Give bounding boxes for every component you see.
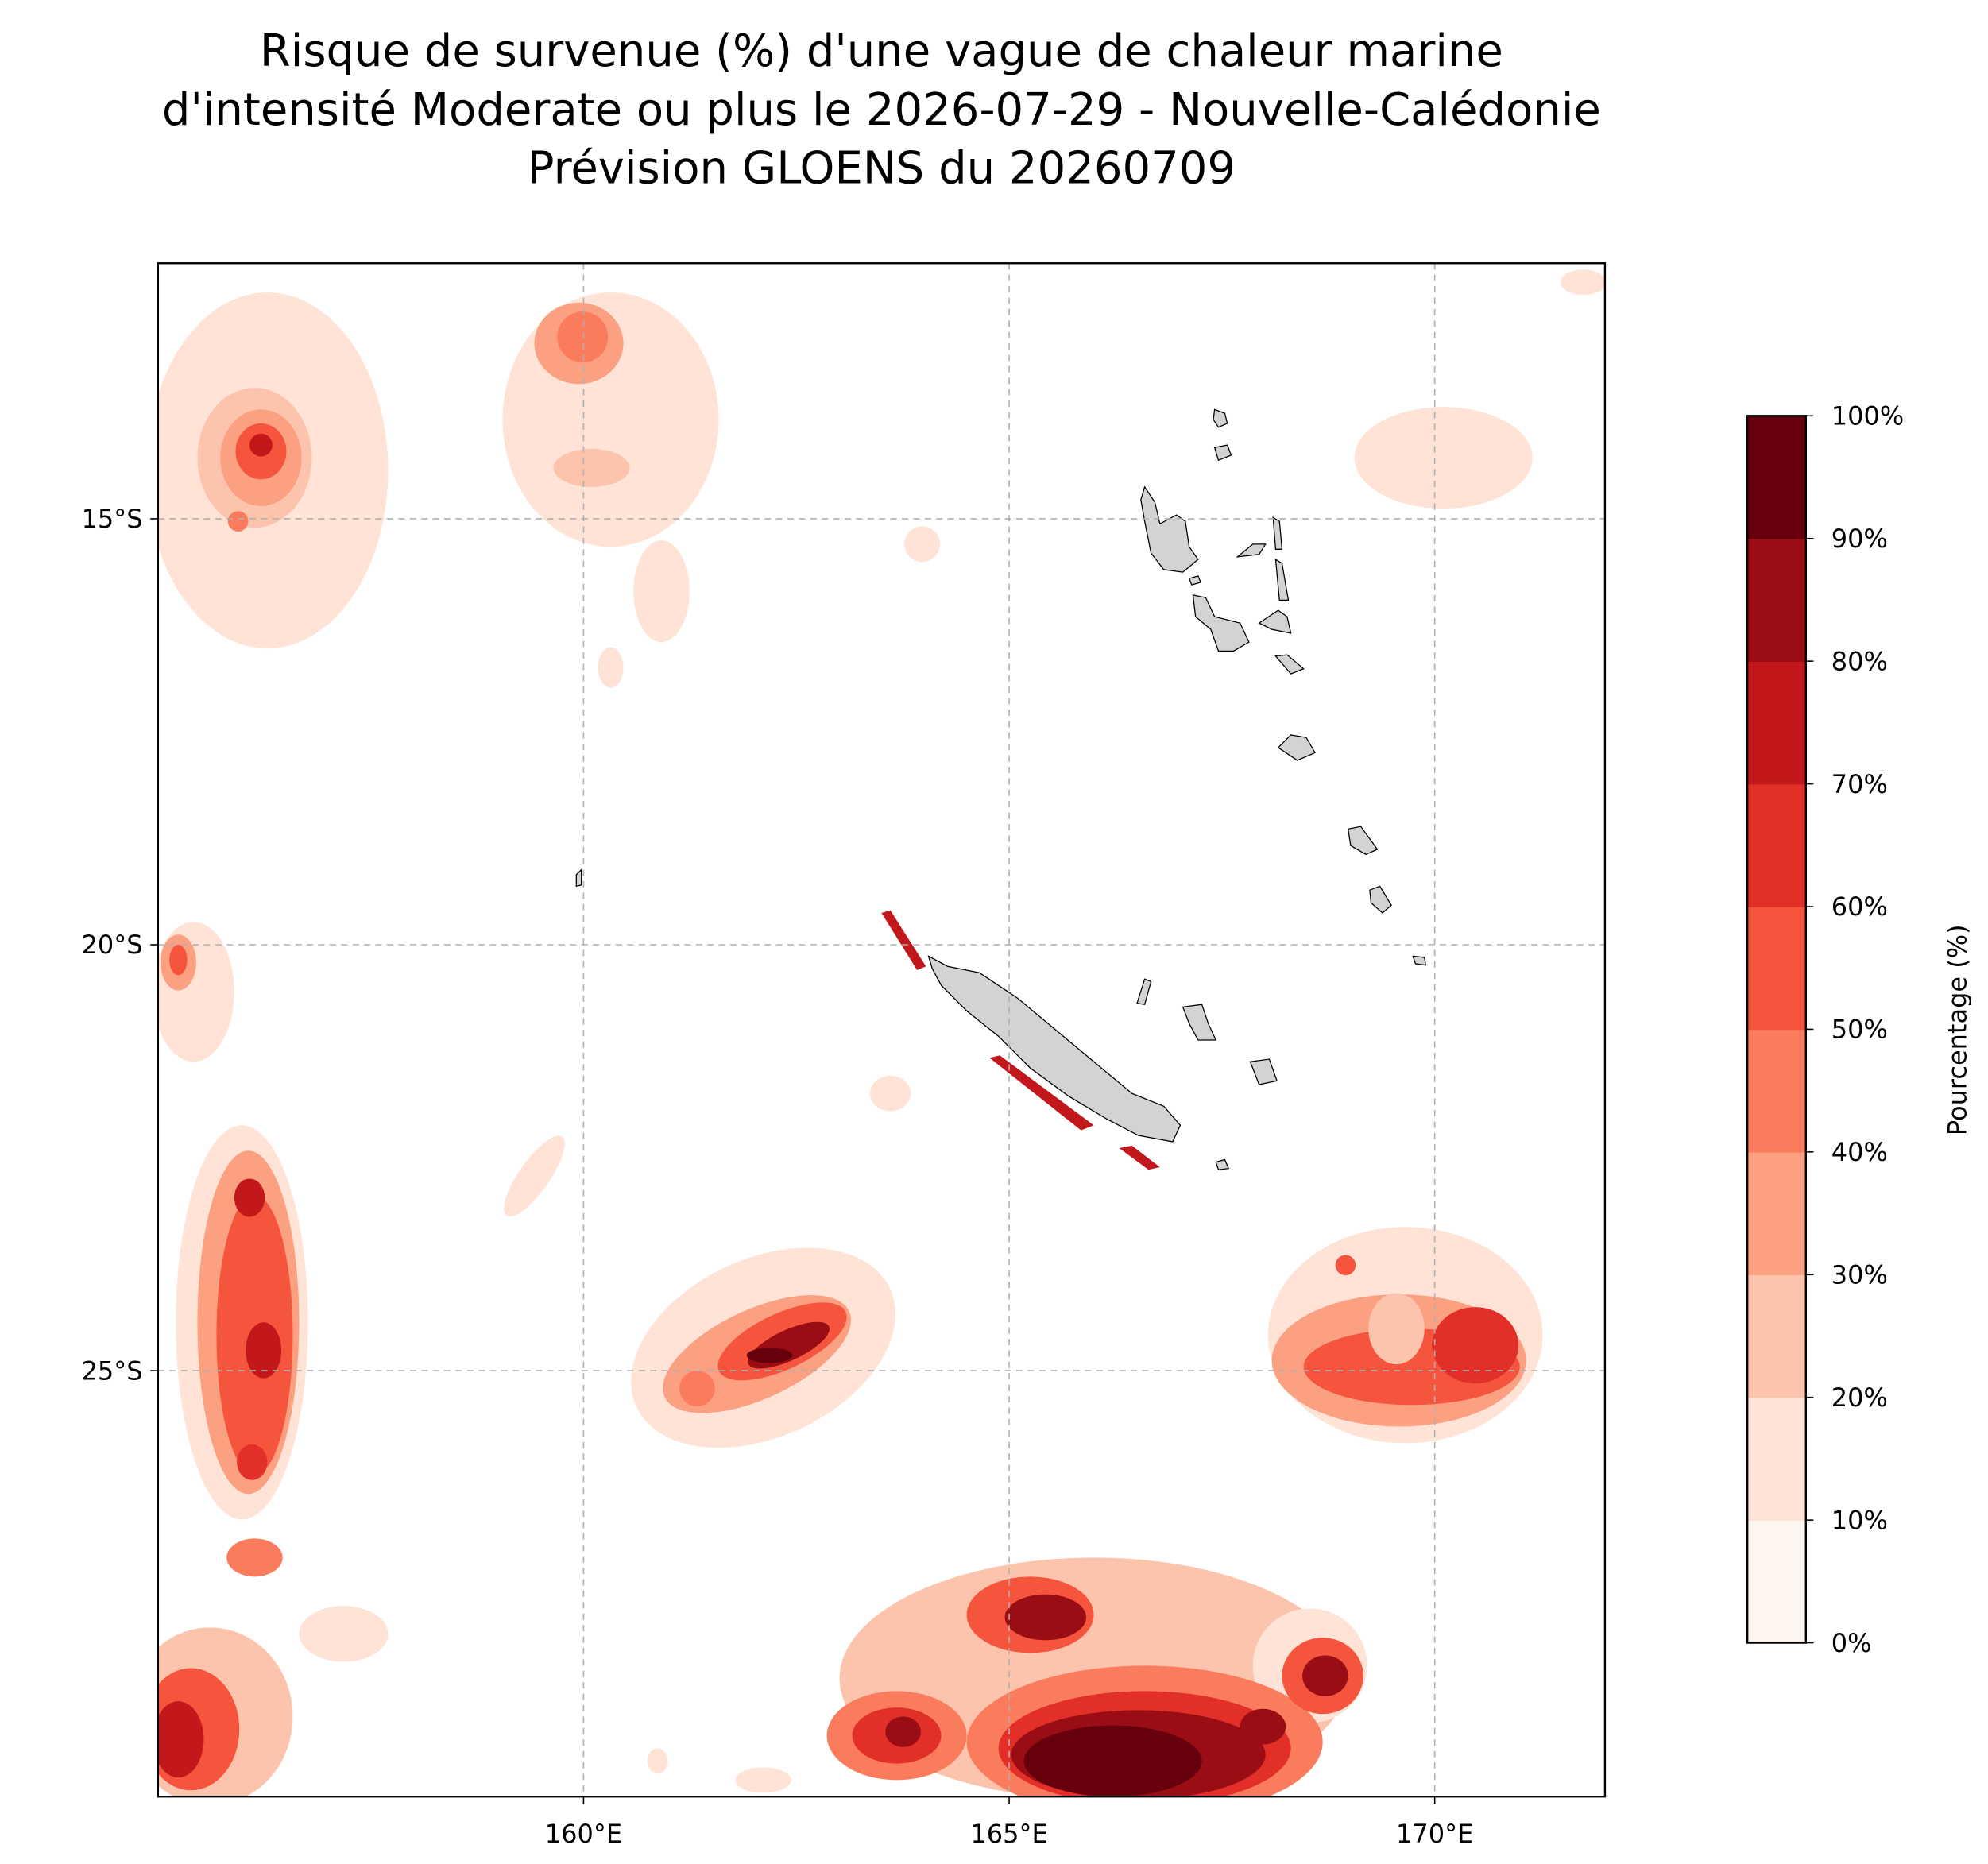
colorbar-swatch [1747, 1029, 1806, 1153]
risk-contour [504, 1135, 565, 1217]
x-tick-label: 165°E [970, 1819, 1047, 1849]
risk-contour [157, 1701, 204, 1778]
risk-contour [299, 1606, 389, 1662]
colorbar-label: Pourcentage (%) [1942, 924, 1972, 1135]
risk-contour [553, 448, 630, 487]
colorbar-swatch [1747, 783, 1806, 907]
colorbar-swatch [1747, 1274, 1806, 1398]
colorbar-swatch [1747, 661, 1806, 785]
colorbar-tick-label: 60% [1831, 891, 1888, 922]
risk-contour [1335, 1255, 1356, 1276]
risk-contour [904, 526, 940, 563]
colorbar-tick-label: 50% [1831, 1015, 1888, 1045]
colorbar-tick-label: 80% [1831, 646, 1888, 676]
risk-contour [237, 1444, 268, 1480]
colorbar-swatch [1747, 1151, 1806, 1276]
risk-contour [735, 1767, 791, 1793]
colorbar-tick-label: 70% [1831, 769, 1888, 799]
y-tick-label: 15°S [82, 504, 143, 534]
risk-contour [1560, 269, 1605, 296]
x-tick-label: 170°E [1396, 1819, 1473, 1849]
risk-contour [234, 1178, 265, 1217]
title-line: d'intensité Moderate ou plus le 2026-07-… [162, 84, 1601, 136]
risk-contour [746, 1348, 793, 1363]
risk-contour [1368, 1293, 1425, 1365]
title-line: Risque de survenue (%) d'une vague de ch… [260, 25, 1503, 77]
colorbar-tick-label: 0% [1831, 1628, 1872, 1658]
colorbar-swatch [1747, 906, 1806, 1031]
colorbar-tick-label: 90% [1831, 524, 1888, 554]
risk-contour [249, 433, 273, 457]
risk-contour [226, 1538, 283, 1577]
map-frame [157, 262, 1607, 1798]
risk-contour [1119, 1145, 1160, 1170]
risk-contour [1354, 407, 1533, 509]
risk-contour [246, 1322, 282, 1379]
risk-contour [227, 511, 249, 532]
colorbar-tick-label: 100% [1831, 400, 1904, 431]
risk-contour [169, 945, 188, 976]
risk-contour [1240, 1708, 1286, 1745]
land [575, 408, 1427, 1170]
risk-contour [1302, 1655, 1348, 1696]
risk-contour [679, 1371, 715, 1406]
y-tick-label: 20°S [82, 930, 143, 960]
x-tick-label: 160°E [545, 1819, 622, 1849]
risk-contour [647, 1748, 668, 1774]
y-tick-label: 25°S [82, 1355, 143, 1386]
colorbar-swatch [1747, 1520, 1806, 1644]
risk-contour [1432, 1307, 1519, 1384]
colorbar-swatch [1747, 538, 1806, 662]
risk-contour [1023, 1725, 1202, 1797]
colorbar-tick-label: 40% [1831, 1137, 1888, 1167]
risk-contour [881, 910, 926, 971]
risk-contour [869, 1075, 911, 1112]
colorbar-tick-label: 30% [1831, 1259, 1888, 1290]
risk-contour [633, 540, 690, 643]
heat-risk-field [157, 269, 1605, 1797]
risk-contour [1004, 1594, 1087, 1641]
risk-contour [157, 922, 234, 1062]
risk-contour [557, 311, 609, 363]
colorbar-swatch [1747, 416, 1806, 539]
title-line: Prévision GLOENS du 20260709 [528, 142, 1236, 194]
risk-contour [989, 1055, 1094, 1131]
colorbar-tick-label: 20% [1831, 1383, 1888, 1413]
colorbar-swatch [1747, 1397, 1806, 1521]
risk-contour [885, 1716, 921, 1747]
colorbar-tick-label: 10% [1831, 1505, 1888, 1535]
risk-contour [598, 647, 624, 688]
